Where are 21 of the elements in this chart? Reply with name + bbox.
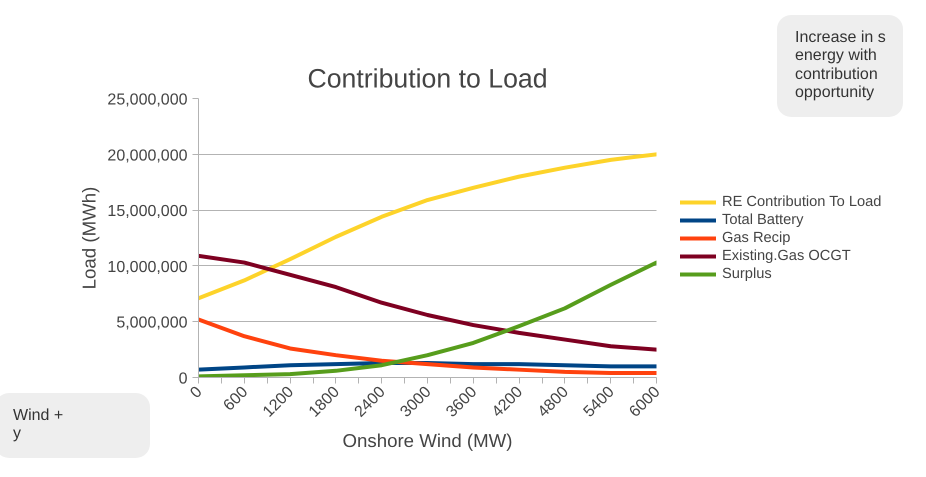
legend-label: Surplus: [722, 266, 772, 282]
line-series: [198, 152, 656, 300]
x-tick-label: 600: [220, 383, 252, 414]
y-tick-label: 15,000,000: [107, 203, 188, 220]
y-tick-label: 25,000,000: [107, 92, 188, 108]
chart-title: Contribution to Load: [307, 64, 548, 94]
text: Wind + y: [13, 407, 64, 444]
legend-label: Total Battery: [722, 212, 804, 228]
y-tick-label: 10,000,000: [107, 258, 188, 276]
legend-label: Existing.Gas OCGT: [722, 248, 851, 264]
x-axis-title: Onshore Wind (MW): [342, 430, 513, 452]
y-tick-label: 5,000,000: [116, 314, 188, 332]
x-tick-label: 0: [187, 383, 206, 402]
y-axis-title: Load (MWh): [78, 186, 100, 290]
legend-label: RE Contribution To Load: [722, 194, 882, 210]
line-series: [198, 254, 656, 352]
line-series: [198, 317, 656, 376]
legend-label: Gas Recip: [722, 230, 790, 246]
y-tick-label: 0: [178, 370, 188, 388]
y-tick-label: 20,000,000: [107, 147, 188, 164]
text: Increase in s energy with contribution opportunity: [795, 29, 886, 103]
